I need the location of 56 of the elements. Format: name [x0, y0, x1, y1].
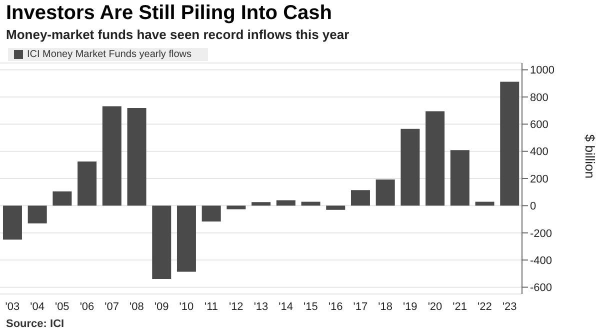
x-tick-label: '17	[353, 300, 368, 313]
bar	[2, 206, 22, 240]
y-tick-label: 400	[530, 146, 548, 158]
x-tick-label: '18	[378, 300, 392, 313]
y-axis-title: $ billion	[582, 134, 598, 178]
x-tick-label: '04	[30, 300, 44, 313]
x-tick-label: '20	[428, 300, 442, 313]
bar	[350, 190, 370, 206]
source-note: Source: ICI	[6, 318, 64, 330]
y-tick-label: -600	[530, 282, 552, 294]
x-tick-label: '09	[154, 300, 169, 313]
x-tick-label: '10	[179, 300, 194, 313]
x-tick-label: '07	[104, 300, 120, 313]
bar	[475, 202, 494, 206]
x-tick-label: '14	[278, 300, 294, 313]
x-tick-label: '19	[402, 300, 418, 313]
chart-subtitle: Money-market funds have seen record inflows this year	[6, 27, 350, 42]
bar	[202, 206, 221, 222]
bar	[326, 206, 346, 210]
bar	[252, 202, 271, 206]
x-tick-label: '23	[502, 300, 517, 313]
bar	[102, 106, 122, 206]
bar	[78, 162, 97, 206]
y-tick-label: 600	[530, 119, 548, 132]
y-tick-label: 1000	[530, 64, 554, 77]
x-tick-label: '05	[54, 300, 70, 313]
bar	[426, 111, 445, 206]
y-tick-label: 0	[530, 200, 536, 213]
bar	[28, 206, 47, 224]
bar	[450, 150, 470, 206]
x-tick-label: '22	[478, 300, 492, 313]
bar	[376, 179, 395, 206]
x-tick-label: '06	[80, 300, 94, 313]
y-tick-label: 800	[530, 92, 548, 104]
bar	[176, 206, 196, 272]
y-tick-label: -400	[530, 254, 552, 267]
bar	[152, 206, 172, 280]
x-tick-label: '12	[228, 300, 244, 313]
x-tick-label: '16	[328, 300, 343, 313]
x-tick-label: '03	[5, 300, 20, 313]
chart-title: Investors Are Still Piling Into Cash	[6, 2, 332, 25]
x-tick-label: '13	[254, 300, 268, 313]
bar	[500, 82, 520, 206]
bar	[276, 200, 296, 206]
x-tick-label: '08	[130, 300, 144, 313]
bar	[400, 128, 420, 206]
y-tick-label: 200	[530, 173, 548, 186]
y-tick-label: -200	[530, 228, 552, 240]
legend-label: ICI Money Market Funds yearly flows	[27, 49, 192, 60]
bar	[301, 202, 320, 206]
x-tick-label: '21	[452, 300, 468, 313]
x-tick-label: '11	[204, 300, 218, 313]
bar	[52, 191, 72, 206]
x-tick-label: '15	[304, 300, 318, 313]
bar	[226, 206, 246, 210]
bar	[127, 108, 146, 206]
